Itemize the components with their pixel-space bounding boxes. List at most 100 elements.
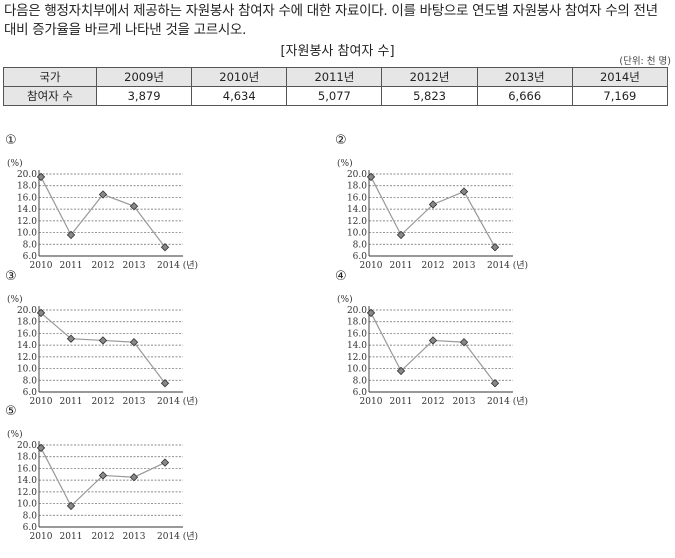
table-header-row: 국가 2009년 2010년 2011년 2012년 2013년 2014년: [3, 67, 669, 87]
x-tick-label: 2013: [123, 532, 146, 542]
series-line: [40, 312, 166, 384]
data-point: [36, 308, 46, 318]
y-unit-label: (%): [7, 158, 23, 169]
y-tick-label: 8.0: [23, 240, 38, 250]
x-tick-label: 2012: [92, 532, 115, 542]
x-tick-label: 2013: [123, 261, 146, 271]
x-tick-label: 2014 (년): [487, 260, 528, 271]
y-tick-label: 20.0: [347, 306, 367, 316]
row-label: 참여자 수: [3, 86, 97, 106]
y-tick-label: 20.0: [347, 170, 367, 180]
data-point: [490, 379, 500, 388]
y-tick-label: 10.0: [347, 229, 367, 239]
x-tick-label: 2011: [60, 532, 83, 542]
y-tick-label: 16.0: [17, 329, 37, 339]
x-tick-label: 2013: [123, 397, 146, 407]
volunteer-table: 국가 2009년 2010년 2011년 2012년 2013년 2014년 참…: [3, 67, 669, 106]
y-tick-label: 12.0: [347, 217, 367, 227]
x-tick-label: 2012: [422, 397, 445, 407]
choice-number[interactable]: ⑤: [5, 404, 17, 419]
x-tick-label: 2014 (년): [157, 531, 198, 542]
y-unit-label: (%): [337, 158, 353, 169]
chart-option-4[interactable]: ④ (%) 20.0 18.0 16.0 14.0 12.0 10.0 8.0 6.0 2010 20…: [333, 269, 533, 409]
x-tick-label: 2012: [422, 261, 445, 271]
x-tick-label: 2010: [30, 532, 53, 542]
y-tick-label: 16.0: [347, 329, 367, 339]
x-tick-label: 2011: [390, 397, 413, 407]
table-title: [자원봉사 참여자 수]: [280, 44, 395, 59]
series-line: [370, 312, 496, 384]
x-tick-label: 2010: [360, 397, 383, 407]
data-point: [459, 338, 469, 347]
data-point: [66, 334, 76, 343]
x-tick-label: 2011: [60, 261, 83, 271]
y-tick-label: 18.0: [347, 182, 367, 192]
x-tick-label: 2010: [360, 261, 383, 271]
x-tick-label: 2013: [453, 261, 476, 271]
y-tick-label: 12.0: [17, 217, 37, 227]
year-cell: 2010년: [191, 67, 288, 87]
y-tick-label: 20.0: [17, 306, 37, 316]
data-point: [66, 501, 76, 511]
y-tick-label: 10.0: [347, 365, 367, 375]
y-tick-label: 14.0: [347, 205, 367, 215]
y-tick-label: 6.0: [23, 388, 38, 398]
series-line: [40, 176, 166, 248]
data-point: [160, 243, 170, 252]
choice-number[interactable]: ②: [335, 133, 347, 148]
y-tick-label: 10.0: [17, 365, 37, 375]
y-tick-label: 16.0: [347, 193, 367, 203]
y-tick-label: 6.0: [353, 252, 368, 262]
x-tick-label: 2014 (년): [157, 260, 198, 271]
y-tick-label: 18.0: [347, 318, 367, 328]
value-cell: 5,077: [286, 86, 383, 106]
y-tick-label: 12.0: [17, 353, 37, 363]
chart-option-3[interactable]: ③ (%) 20.0 18.0 16.0 14.0 12.0 10.0 8.0 6.0 2010 20…: [3, 269, 203, 409]
y-tick-label: 14.0: [17, 205, 37, 215]
x-tick-label: 2011: [390, 261, 413, 271]
chart-option-5[interactable]: ⑤ (%) 20.0 18.0 16.0 14.0 12.0 10.0 8.0 6.0 2010 20…: [3, 404, 203, 544]
data-point: [428, 200, 438, 209]
y-tick-label: 12.0: [347, 353, 367, 363]
chart-option-1[interactable]: ① (%) 20.0 18.0 16.0 14.0 12.0 10.0 8.0 6.0 2010 20…: [3, 133, 203, 273]
table-value-row: 참여자 수 3,879 4,634 5,077 5,823 6,666 7,16…: [3, 86, 669, 106]
y-tick-label: 8.0: [23, 511, 38, 521]
y-tick-label: 14.0: [347, 341, 367, 351]
y-tick-label: 18.0: [17, 453, 37, 463]
value-cell: 6,666: [476, 86, 573, 106]
unit-label: (단위: 천 명): [619, 56, 671, 67]
x-tick-label: 2011: [60, 397, 83, 407]
data-point: [98, 190, 108, 199]
data-point: [366, 172, 376, 182]
y-tick-label: 12.0: [17, 488, 37, 498]
y-tick-label: 18.0: [17, 182, 37, 192]
y-tick-label: 6.0: [353, 388, 368, 398]
header-label: 국가: [3, 67, 97, 87]
value-cell: 5,823: [381, 86, 478, 106]
year-cell: 2013년: [476, 67, 573, 87]
y-tick-label: 6.0: [23, 252, 38, 262]
x-tick-label: 2012: [92, 397, 115, 407]
value-cell: 4,634: [191, 86, 288, 106]
choice-number[interactable]: ①: [5, 133, 17, 148]
y-tick-label: 8.0: [353, 240, 368, 250]
value-cell: 7,169: [571, 86, 669, 106]
x-tick-label: 2010: [30, 261, 53, 271]
y-tick-label: 14.0: [17, 476, 37, 486]
data-point: [160, 379, 170, 388]
year-cell: 2014년: [571, 67, 669, 87]
chart-option-2[interactable]: ② (%) 20.0 18.0 16.0 14.0 12.0 10.0 8.0 6.0 2010 20…: [333, 133, 533, 273]
data-point: [459, 187, 469, 196]
x-tick-label: 2012: [92, 261, 115, 271]
choice-number[interactable]: ③: [5, 269, 17, 284]
x-tick-label: 2010: [30, 397, 53, 407]
x-tick-label: 2014 (년): [157, 396, 198, 407]
data-point: [129, 338, 139, 347]
choice-number[interactable]: ④: [335, 269, 347, 284]
data-point: [490, 243, 500, 252]
data-point: [129, 202, 139, 211]
y-tick-label: 8.0: [23, 376, 38, 386]
